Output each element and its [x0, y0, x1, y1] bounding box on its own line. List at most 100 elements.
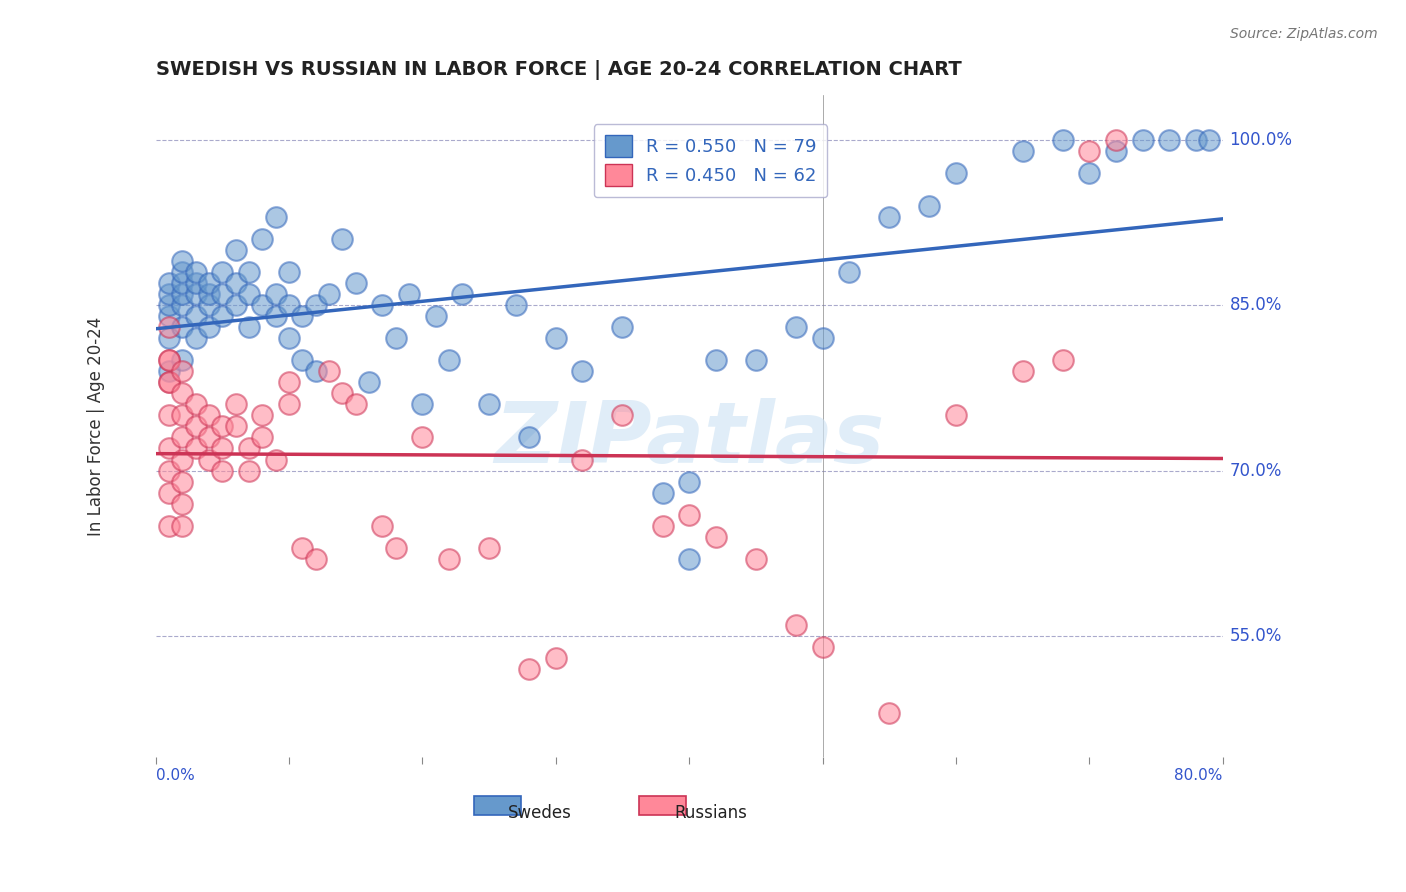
Point — [344, 397, 367, 411]
Point — [184, 276, 207, 290]
Text: Source: ZipAtlas.com: Source: ZipAtlas.com — [1230, 27, 1378, 41]
Point — [225, 243, 247, 257]
Point — [785, 618, 807, 632]
Point — [225, 419, 247, 434]
Point — [278, 298, 301, 312]
Point — [157, 309, 180, 323]
Point — [278, 265, 301, 279]
Point — [1159, 132, 1181, 146]
Text: Russians: Russians — [673, 804, 747, 822]
Point — [1011, 364, 1033, 378]
Point — [211, 287, 233, 301]
Point — [211, 419, 233, 434]
Point — [172, 265, 194, 279]
Point — [505, 298, 527, 312]
FancyBboxPatch shape — [638, 796, 686, 815]
Point — [678, 551, 700, 566]
Text: 85.0%: 85.0% — [1229, 296, 1282, 314]
Point — [517, 430, 540, 444]
Point — [945, 166, 967, 180]
Point — [437, 353, 460, 368]
Point — [278, 376, 301, 390]
Point — [184, 265, 207, 279]
Point — [278, 397, 301, 411]
Point — [612, 320, 634, 334]
Point — [384, 541, 406, 555]
Point — [811, 331, 834, 345]
Point — [238, 464, 260, 478]
Point — [157, 442, 180, 456]
Point — [344, 276, 367, 290]
Point — [1198, 132, 1220, 146]
Point — [198, 430, 221, 444]
Point — [291, 309, 314, 323]
Point — [211, 309, 233, 323]
Point — [411, 397, 433, 411]
Point — [157, 409, 180, 423]
Point — [264, 287, 287, 301]
Point — [571, 364, 593, 378]
Point — [172, 254, 194, 268]
Point — [238, 320, 260, 334]
Point — [1052, 353, 1074, 368]
Point — [225, 397, 247, 411]
Point — [172, 518, 194, 533]
Point — [157, 353, 180, 368]
Point — [172, 364, 194, 378]
Text: 70.0%: 70.0% — [1229, 461, 1282, 480]
Point — [425, 309, 447, 323]
Point — [157, 464, 180, 478]
Point — [172, 353, 194, 368]
Point — [157, 353, 180, 368]
Point — [877, 706, 900, 721]
Point — [745, 353, 768, 368]
FancyBboxPatch shape — [474, 796, 520, 815]
Point — [157, 298, 180, 312]
Point — [451, 287, 474, 301]
Point — [478, 541, 501, 555]
Point — [238, 265, 260, 279]
Point — [264, 210, 287, 224]
Point — [172, 497, 194, 511]
Point — [172, 452, 194, 467]
Point — [318, 364, 340, 378]
Text: SWEDISH VS RUSSIAN IN LABOR FORCE | AGE 20-24 CORRELATION CHART: SWEDISH VS RUSSIAN IN LABOR FORCE | AGE … — [156, 60, 962, 79]
Point — [1132, 132, 1154, 146]
Point — [544, 651, 567, 665]
Point — [184, 309, 207, 323]
Point — [704, 530, 727, 544]
Text: 100.0%: 100.0% — [1229, 130, 1292, 149]
Point — [198, 320, 221, 334]
Point — [157, 331, 180, 345]
Point — [291, 541, 314, 555]
Point — [571, 452, 593, 467]
Point — [172, 298, 194, 312]
Point — [252, 409, 274, 423]
Point — [225, 298, 247, 312]
Point — [330, 232, 353, 246]
Point — [291, 353, 314, 368]
Point — [198, 409, 221, 423]
Text: In Labor Force | Age 20-24: In Labor Force | Age 20-24 — [87, 317, 104, 536]
Point — [704, 353, 727, 368]
Point — [184, 287, 207, 301]
Point — [211, 464, 233, 478]
Point — [1078, 144, 1101, 158]
Point — [437, 551, 460, 566]
Point — [357, 376, 380, 390]
Legend: R = 0.550   N = 79, R = 0.450   N = 62: R = 0.550 N = 79, R = 0.450 N = 62 — [593, 124, 827, 197]
Point — [211, 265, 233, 279]
Point — [318, 287, 340, 301]
Point — [184, 442, 207, 456]
Point — [517, 662, 540, 676]
Point — [198, 452, 221, 467]
Point — [157, 320, 180, 334]
Point — [651, 485, 673, 500]
Point — [157, 376, 180, 390]
Point — [478, 397, 501, 411]
Point — [157, 376, 180, 390]
Point — [172, 320, 194, 334]
Point — [785, 320, 807, 334]
Point — [157, 364, 180, 378]
Point — [198, 287, 221, 301]
